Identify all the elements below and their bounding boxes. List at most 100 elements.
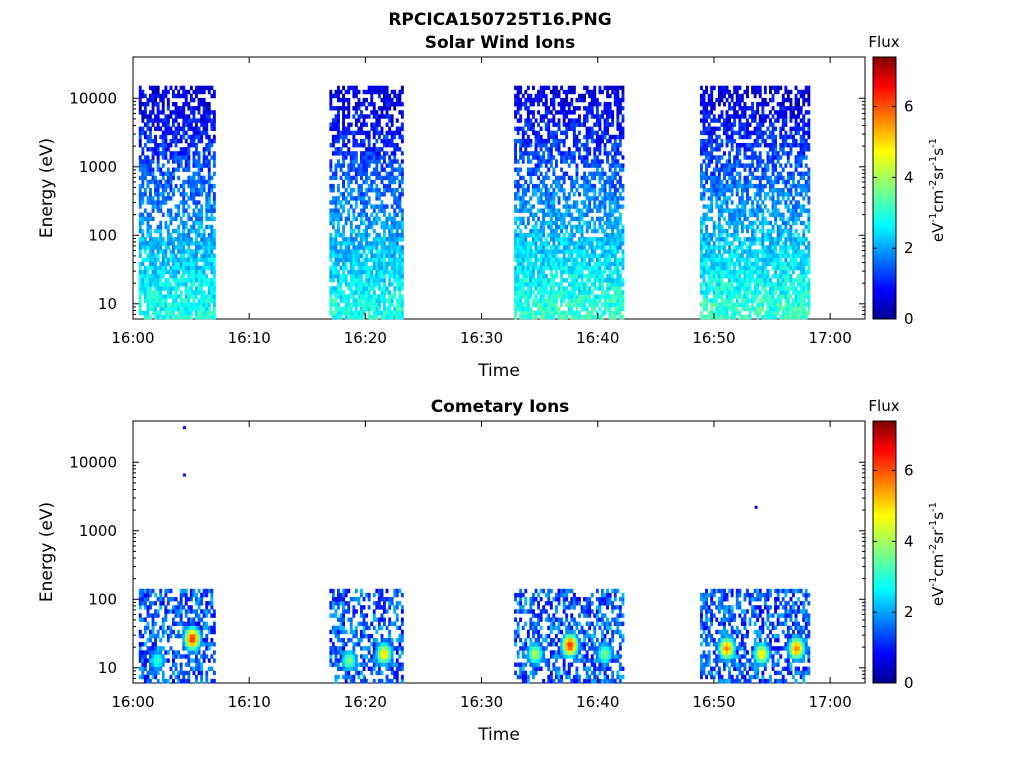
flux-cell [534,298,538,303]
flux-cell [618,143,622,148]
flux-cell [560,290,563,295]
flux-cell [514,97,517,103]
flux-cell [357,171,361,176]
flux-cell [207,167,211,172]
flux-cell [740,114,744,119]
flux-cell [514,257,517,262]
flux-cell [730,114,734,119]
flux-cell [156,302,160,307]
flux-cell [388,257,392,262]
flux-cell [375,126,379,131]
flux-cell [347,130,351,136]
flux-cell [197,241,201,246]
flux-cell [606,192,609,197]
flux-cell [331,261,335,267]
flux-cell [143,257,147,262]
flux-cell [549,183,553,189]
flux-cell [354,298,358,303]
flux-cell [385,310,389,316]
flux-cell [390,298,394,303]
flux-cell [166,290,170,295]
flux-cell [707,122,711,127]
flux-cell [598,282,602,287]
flux-cell [197,278,201,283]
flux-cell [365,167,368,172]
flux-cell [344,97,348,103]
flux-cell [159,310,163,316]
flux-cell [700,286,703,291]
flux-cell [393,212,397,217]
flux-cell [212,245,216,250]
flux-cell [756,274,760,279]
flux-cell [712,253,716,258]
flux-cell [398,302,402,307]
flux-cell [390,175,394,181]
flux-cell [159,97,163,103]
flux-cell [146,114,150,119]
flux-cell [372,237,376,242]
flux-cell [738,171,742,176]
flux-cell [544,171,548,176]
flux-cell [710,310,714,316]
flux-cell [593,228,597,234]
flux-cell [583,294,586,299]
flux-cell [590,306,594,312]
flux-cell [337,106,340,111]
flux-cell [560,302,563,307]
flux-cell [702,114,706,119]
flux-cell [705,241,708,246]
flux-cell [557,314,561,320]
flux-cell [583,261,586,267]
flux-cell [565,93,569,99]
flux-cell [710,118,714,123]
flux-cell [357,114,361,119]
flux-cell [611,159,615,164]
flux-cell [207,306,211,312]
flux-cell [753,249,757,254]
flux-cell [362,159,366,164]
flux-cell [616,224,620,230]
flux-cell [588,269,592,275]
flux-cell [205,130,209,136]
flux-cell [539,147,543,152]
flux-cell [161,314,165,320]
flux-cell [334,200,338,205]
flux-cell [393,147,397,152]
flux-cell [393,306,397,312]
flux-cell [748,134,752,140]
flux-cell [593,175,597,181]
flux-cell [342,298,345,303]
flux-cell [738,85,742,91]
flux-cell [179,93,183,99]
flux-cell [159,302,163,307]
flux-cell [595,155,599,160]
flux-cell [156,314,160,320]
flux-cell [187,278,191,283]
flux-cell [143,93,147,99]
flux-cell [526,241,530,246]
flux-cell [715,179,719,185]
flux-cell [606,155,609,160]
flux-cell [593,97,597,103]
flux-cell [377,274,381,279]
flux-cell [603,106,607,111]
flux-cell [388,314,392,320]
flux-cell [182,151,186,156]
flux-cell [334,204,338,209]
flux-cell [717,102,721,107]
flux-cell [539,233,543,238]
flux-cell [702,282,706,287]
flux-cell [542,151,546,156]
flux-cell [707,237,711,242]
flux-cell [555,89,558,95]
flux-cell [400,294,404,299]
flux-cell [601,167,604,172]
flux-cell [753,241,757,246]
flux-cell [519,290,523,295]
flux-cell [748,106,752,111]
flux-cell [331,286,335,291]
flux-cell [532,102,535,107]
flux-cell [537,274,540,279]
flux-cell [552,302,556,307]
flux-cell [207,151,211,156]
